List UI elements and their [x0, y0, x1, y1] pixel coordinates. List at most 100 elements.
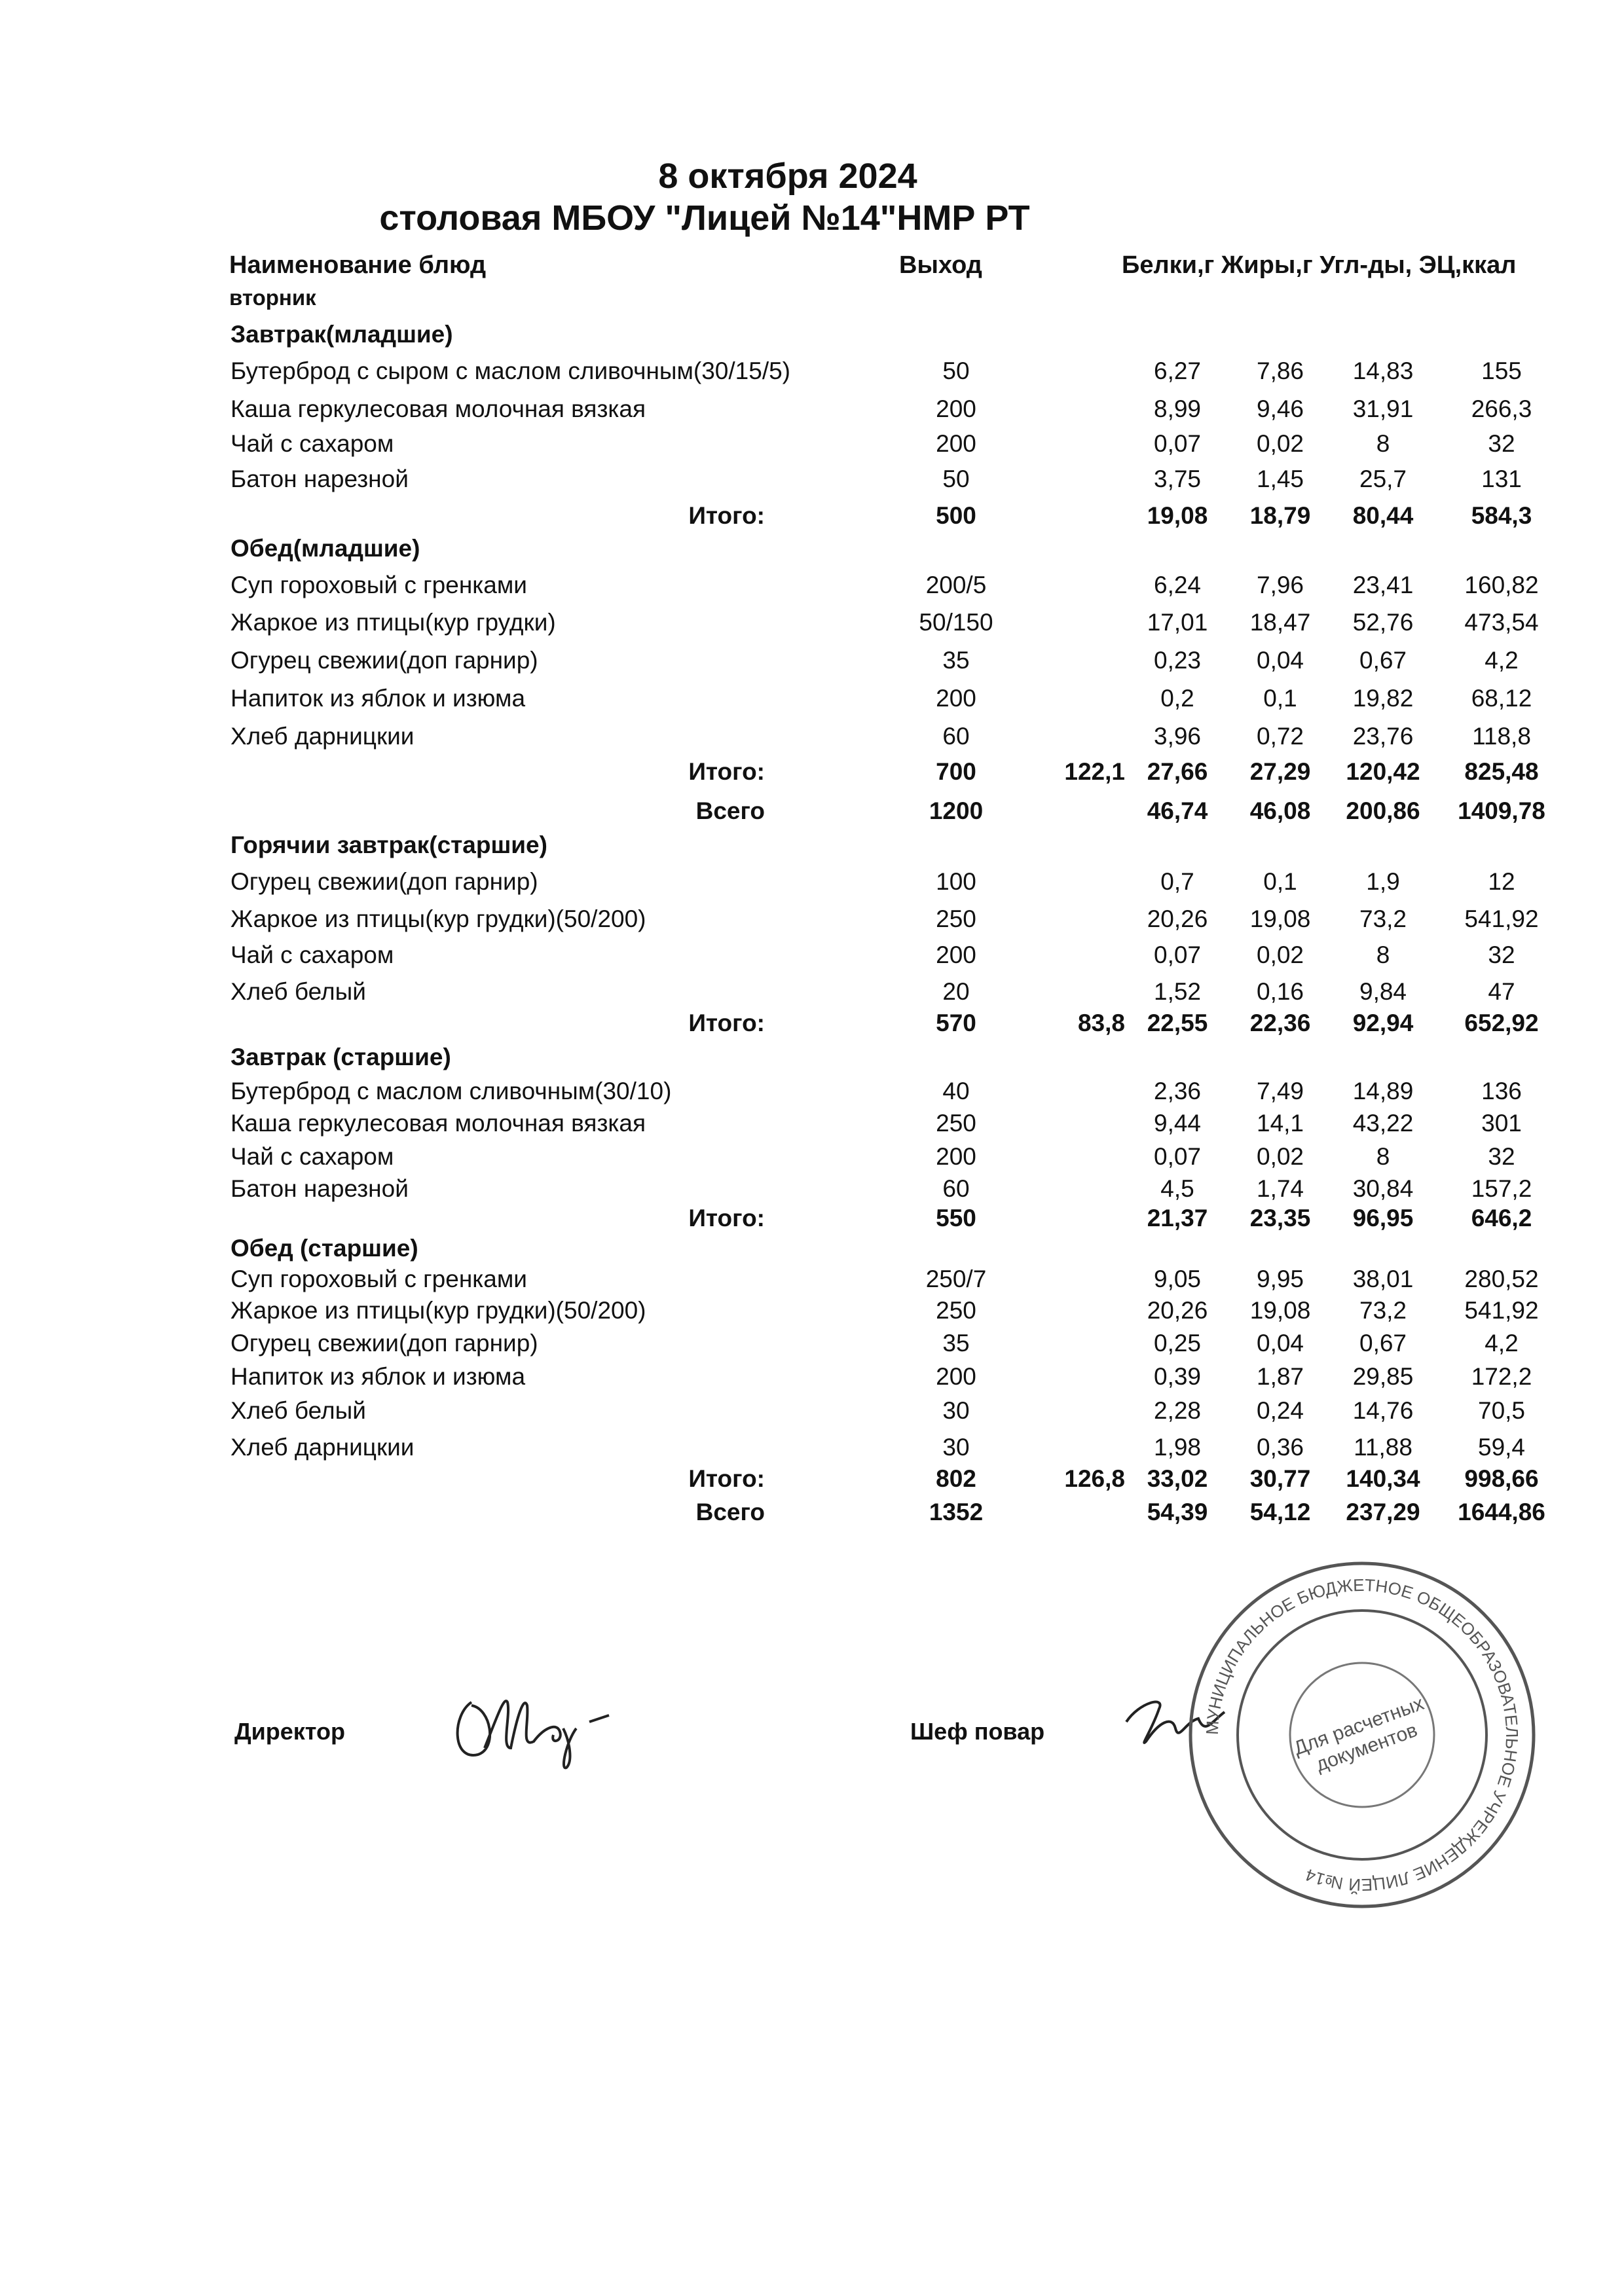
day-of-week: вторник	[229, 285, 316, 310]
cell-e: 584,3	[1471, 502, 1532, 529]
cell-b: 4,5	[1160, 1175, 1194, 1202]
cell-f: 7,96	[1256, 572, 1304, 598]
cell-e: 118,8	[1472, 723, 1531, 750]
cell-f: 0,02	[1256, 1143, 1304, 1170]
cell-f: 0,1	[1263, 685, 1297, 712]
cell-e: 301	[1481, 1110, 1522, 1137]
cell-out: 250	[936, 1297, 976, 1324]
cell-c: 200,86	[1346, 797, 1420, 824]
cell-extra: 122,1	[1064, 758, 1125, 785]
cell-out: 200	[936, 1143, 976, 1170]
cell-b: 0,25	[1153, 1330, 1202, 1357]
official-stamp: МУНИЦИПАЛЬНОЕ БЮДЖЕТНОЕ ОБЩЕОБРАЗОВАТЕЛЬ…	[1189, 1561, 1536, 1908]
cell-f: 1,45	[1256, 465, 1304, 492]
column-header-output: Выход	[899, 251, 982, 279]
cell-e: 136	[1481, 1078, 1522, 1104]
cell-e: 541,92	[1464, 1297, 1539, 1324]
cell-out: 60	[942, 1175, 970, 1202]
cell-b: 9,05	[1153, 1266, 1202, 1292]
section-title: Обед(младшие)	[231, 535, 420, 562]
dish-name: Жаркое из птицы(кур грудки)(50/200)	[231, 1297, 646, 1324]
cell-extra: 126,8	[1064, 1465, 1125, 1492]
section-title: Завтрак(младшие)	[231, 321, 453, 348]
cell-b: 54,39	[1147, 1499, 1208, 1525]
cell-e: 70,5	[1477, 1397, 1526, 1424]
cell-c: 31,91	[1352, 395, 1414, 422]
cell-f: 7,49	[1256, 1078, 1304, 1104]
cell-f: 0,02	[1256, 941, 1304, 968]
cell-f: 19,08	[1249, 905, 1311, 932]
cell-f: 14,1	[1256, 1110, 1304, 1137]
cell-out: 35	[942, 647, 970, 674]
cell-c: 23,76	[1352, 723, 1414, 750]
director-signature	[456, 1700, 610, 1770]
dish-name: Огурец свежии(доп гарнир)	[231, 868, 538, 895]
cell-f: 30,77	[1249, 1465, 1311, 1492]
cell-f: 27,29	[1249, 758, 1311, 785]
cell-b: 9,44	[1153, 1110, 1202, 1137]
cell-out: 200	[936, 395, 976, 422]
cell-e: 1409,78	[1458, 797, 1545, 824]
cell-f: 22,36	[1249, 1010, 1311, 1036]
dish-name: Хлеб белый	[231, 1397, 366, 1424]
cell-b: 8,99	[1153, 395, 1202, 422]
cell-c: 80,44	[1352, 502, 1414, 529]
section-title: Обед (старшие)	[231, 1235, 418, 1262]
cell-e: 47	[1488, 978, 1515, 1005]
cell-c: 237,29	[1346, 1499, 1420, 1525]
cell-b: 1,52	[1153, 978, 1202, 1005]
cell-e: 280,52	[1464, 1266, 1539, 1292]
document-date: 8 октября 2024	[658, 156, 917, 196]
cell-f: 0,36	[1256, 1434, 1304, 1461]
cell-e: 652,92	[1464, 1010, 1539, 1036]
document-title: столовая МБОУ "Лицей №14"НМР РТ	[379, 198, 1030, 238]
dish-name: Хлеб белый	[231, 978, 366, 1005]
cell-c: 140,34	[1346, 1465, 1420, 1492]
total-label: Всего	[695, 1499, 765, 1525]
cell-b: 0,07	[1153, 1143, 1202, 1170]
cell-f: 18,47	[1249, 609, 1311, 636]
cell-out: 35	[942, 1330, 970, 1357]
cell-out: 700	[936, 758, 976, 785]
cell-out: 50	[942, 465, 970, 492]
dish-name: Напиток из яблок и изюма	[231, 1363, 526, 1390]
cell-e: 32	[1488, 941, 1515, 968]
cell-b: 33,02	[1147, 1465, 1208, 1492]
section-title: Завтрак (старшие)	[231, 1044, 451, 1070]
cell-out: 200	[936, 1363, 976, 1390]
dish-name: Каша геркулесовая молочная вязкая	[231, 1110, 646, 1137]
dish-name: Чай с сахаром	[231, 1143, 394, 1170]
cell-c: 25,7	[1359, 465, 1407, 492]
cell-b: 0,2	[1160, 685, 1194, 712]
cell-c: 1,9	[1366, 868, 1400, 895]
total-label: Итого:	[688, 758, 765, 785]
cell-c: 73,2	[1359, 905, 1407, 932]
cell-e: 646,2	[1471, 1205, 1532, 1231]
cell-b: 0,7	[1160, 868, 1194, 895]
dish-name: Огурец свежии(доп гарнир)	[231, 1330, 538, 1357]
cell-out: 50/150	[919, 609, 993, 636]
cell-out: 250	[936, 1110, 976, 1137]
cell-c: 120,42	[1346, 758, 1420, 785]
total-label: Итого:	[688, 1010, 765, 1036]
cell-c: 8	[1376, 430, 1390, 457]
dish-name: Суп гороховый с гренками	[231, 572, 527, 598]
cell-b: 27,66	[1147, 758, 1208, 785]
cell-c: 14,76	[1352, 1397, 1414, 1424]
cell-e: 4,2	[1485, 1330, 1519, 1357]
cell-f: 1,87	[1256, 1363, 1304, 1390]
cell-f: 0,16	[1256, 978, 1304, 1005]
cell-b: 19,08	[1147, 502, 1208, 529]
total-label: Итого:	[688, 1465, 765, 1492]
cell-e: 160,82	[1464, 572, 1539, 598]
cell-c: 8	[1376, 1143, 1390, 1170]
cell-b: 22,55	[1147, 1010, 1208, 1036]
section-title: Горячии завтрак(старшие)	[231, 831, 547, 858]
cell-c: 9,84	[1359, 978, 1407, 1005]
cell-f: 23,35	[1249, 1205, 1311, 1231]
dish-name: Бутерброд с маслом сливочным(30/10)	[231, 1078, 672, 1104]
cell-b: 1,98	[1153, 1434, 1202, 1461]
column-header-name: Наименование блюд	[229, 251, 487, 279]
cell-out: 1200	[929, 797, 984, 824]
cell-c: 96,95	[1352, 1205, 1414, 1231]
